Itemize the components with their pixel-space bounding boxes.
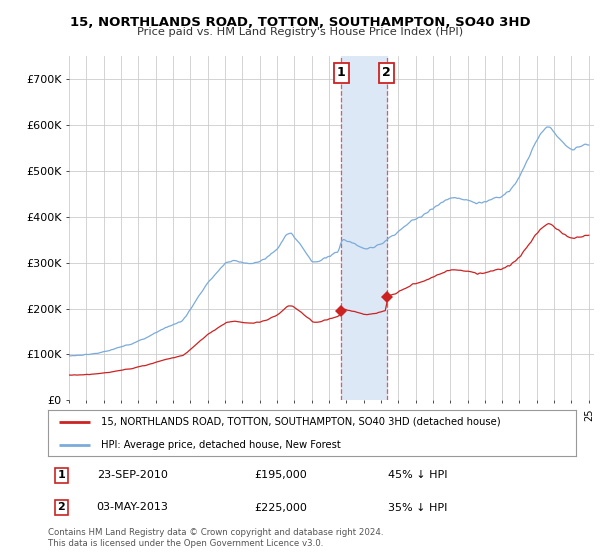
Text: Contains HM Land Registry data © Crown copyright and database right 2024.
This d: Contains HM Land Registry data © Crown c… xyxy=(48,528,383,548)
Text: Price paid vs. HM Land Registry's House Price Index (HPI): Price paid vs. HM Land Registry's House … xyxy=(137,27,463,37)
Text: £225,000: £225,000 xyxy=(254,502,307,512)
Text: 2: 2 xyxy=(382,66,391,80)
Text: HPI: Average price, detached house, New Forest: HPI: Average price, detached house, New … xyxy=(101,440,341,450)
Bar xyxy=(341,56,386,400)
Text: 1: 1 xyxy=(58,470,65,480)
Text: 23-SEP-2010: 23-SEP-2010 xyxy=(97,470,168,480)
Text: £195,000: £195,000 xyxy=(254,470,307,480)
Text: 45% ↓ HPI: 45% ↓ HPI xyxy=(388,470,448,480)
Text: 2: 2 xyxy=(58,502,65,512)
Text: 15, NORTHLANDS ROAD, TOTTON, SOUTHAMPTON, SO40 3HD (detached house): 15, NORTHLANDS ROAD, TOTTON, SOUTHAMPTON… xyxy=(101,417,500,427)
Text: 1: 1 xyxy=(337,66,346,80)
Text: 35% ↓ HPI: 35% ↓ HPI xyxy=(388,502,447,512)
Text: 03-MAY-2013: 03-MAY-2013 xyxy=(97,502,169,512)
Text: 15, NORTHLANDS ROAD, TOTTON, SOUTHAMPTON, SO40 3HD: 15, NORTHLANDS ROAD, TOTTON, SOUTHAMPTON… xyxy=(70,16,530,29)
